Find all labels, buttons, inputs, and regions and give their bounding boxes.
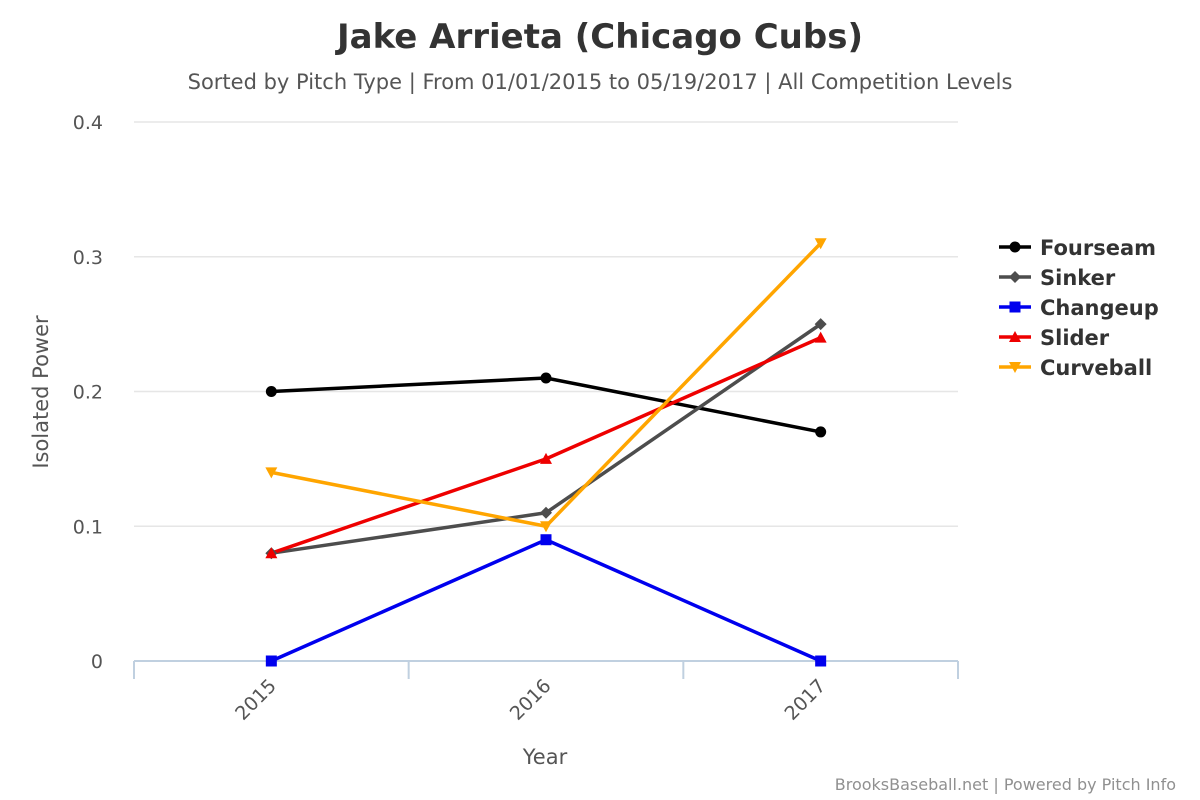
x-tick-label: 2015: [231, 675, 281, 725]
y-tick-label: 0.1: [73, 516, 103, 538]
legend-marker[interactable]: [1009, 331, 1021, 342]
legend-item-curveball[interactable]: Curveball: [999, 356, 1152, 380]
data-point[interactable]: [265, 386, 277, 397]
legend-label: Fourseam: [1040, 236, 1156, 260]
data-point[interactable]: [540, 521, 552, 533]
data-point[interactable]: [814, 331, 827, 343]
legend-item-fourseam[interactable]: Fourseam: [999, 236, 1156, 260]
series-lines: [269, 241, 823, 663]
data-point[interactable]: [540, 372, 552, 384]
x-axis-title: Year: [522, 745, 568, 769]
legend-label: Slider: [1040, 326, 1110, 350]
legend-marker[interactable]: [1009, 241, 1021, 253]
y-axis-title: Isolated Power: [29, 315, 53, 469]
y-tick-label: 0.3: [73, 247, 103, 269]
legend-marker[interactable]: [1009, 271, 1021, 283]
chart-subtitle: Sorted by Pitch Type | From 01/01/2015 t…: [188, 70, 1013, 95]
series-line-fourseam[interactable]: [269, 376, 823, 434]
legend-item-slider[interactable]: Slider: [999, 326, 1110, 350]
credits-text[interactable]: BrooksBaseball.net | Powered by Pitch In…: [835, 775, 1176, 794]
x-tick-label: 2016: [506, 675, 556, 725]
y-tick-label: 0.2: [73, 382, 103, 404]
y-axis-ticks: 0 0.1 0.2 0.3 0.4: [73, 112, 103, 673]
legend-label: Changeup: [1040, 296, 1159, 320]
y-tick-label: 0: [91, 651, 103, 673]
legend-marker[interactable]: [1009, 362, 1021, 373]
y-tick-label: 0.4: [73, 112, 103, 134]
legend: Fourseam Sinker Changeup Slider Curveball: [999, 236, 1159, 380]
series-line-changeup[interactable]: [269, 537, 823, 663]
data-point[interactable]: [265, 655, 277, 667]
x-tick-label: 2017: [780, 675, 830, 725]
series-line-sinker[interactable]: [269, 322, 823, 555]
legend-item-sinker[interactable]: Sinker: [999, 266, 1116, 290]
data-point[interactable]: [540, 506, 552, 519]
data-point[interactable]: [815, 655, 827, 667]
legend-item-changeup[interactable]: Changeup: [999, 296, 1159, 320]
x-axis: 2015 2016 2017: [133, 660, 959, 725]
data-point[interactable]: [814, 318, 827, 331]
legend-label: Curveball: [1040, 356, 1152, 380]
data-point[interactable]: [814, 238, 827, 250]
chart-title: Jake Arrieta (Chicago Cubs): [335, 17, 863, 57]
series-markers: [265, 238, 827, 667]
legend-marker[interactable]: [1009, 301, 1021, 313]
series-line-curveball[interactable]: [269, 241, 823, 528]
data-point[interactable]: [265, 547, 278, 559]
data-point[interactable]: [265, 467, 278, 479]
data-point[interactable]: [815, 426, 827, 438]
data-point[interactable]: [540, 534, 552, 546]
legend-label: Sinker: [1040, 266, 1116, 290]
data-point[interactable]: [540, 452, 552, 464]
series-line-slider[interactable]: [269, 335, 823, 555]
gridlines: [134, 121, 958, 662]
